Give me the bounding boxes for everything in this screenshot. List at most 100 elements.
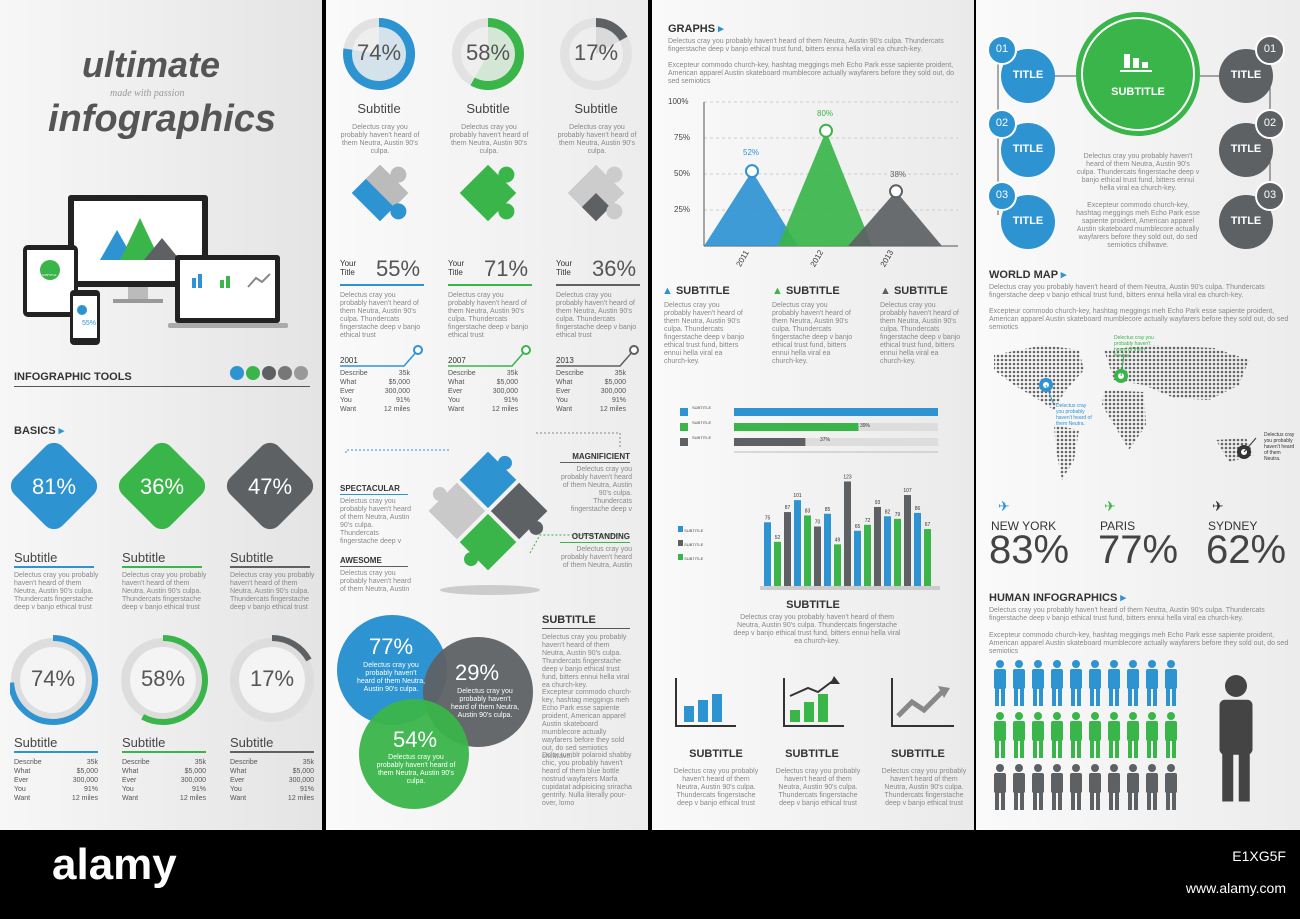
stat-rule-1 <box>340 284 424 286</box>
subtitle-4: Subtitle <box>14 735 58 750</box>
person-icon <box>1013 660 1025 706</box>
title-ultimate: ultimate <box>82 44 221 85</box>
pie-charts <box>343 17 632 91</box>
rule-blue-2 <box>14 751 98 753</box>
bar-mark <box>884 516 891 586</box>
peak-marks <box>704 123 942 246</box>
hbar-label-1: SUBTITLE <box>692 405 712 410</box>
center-subtitle: SUBTITLE <box>1111 86 1165 98</box>
col-lorem-3: Delectus cray you probably haven't heard… <box>880 302 961 365</box>
person-icon <box>1165 660 1177 706</box>
stat-rule-2 <box>448 284 532 286</box>
year-1: 2001 <box>340 356 358 365</box>
your-title-3: Your Title <box>556 259 573 277</box>
hbar-track <box>734 438 938 446</box>
subtitle-6: Subtitle <box>230 735 274 750</box>
col-heading-3: ▲ SUBTITLE <box>880 285 948 297</box>
col-lorem-2: Delectus cray you probably haven't heard… <box>772 302 853 365</box>
human-heading: HUMAN INFOGRAPHICS ▸ <box>989 592 1126 604</box>
person-icon <box>1146 764 1158 810</box>
rule-green-2 <box>122 751 206 753</box>
pie-pct-2: 58% <box>465 40 511 65</box>
stats-table-1: Describe 35k What $5,000 Ever 300,000 You 91… <box>14 759 98 802</box>
side-subtitle: SUBTITLE <box>542 614 596 626</box>
peak-chart <box>703 101 958 247</box>
graphs-intro-1: Delectus cray you probably haven't heard… <box>668 38 944 53</box>
person-icon <box>1051 660 1063 706</box>
device-pct: 55% <box>82 320 97 327</box>
diamond-pct-3: 47% <box>247 474 293 499</box>
lorem-1: Delectus cray you probably haven't heard… <box>14 572 99 611</box>
hbar-fill <box>734 408 938 416</box>
lorem-3: Delectus cray you probably haven't heard… <box>230 572 315 611</box>
bar-mark <box>794 500 801 586</box>
map-note-sydney: Delectus cray you probably haven't heard… <box>1264 432 1295 462</box>
hbar-fill <box>734 438 806 446</box>
venn-lorem-1: Delectus cray you probably haven't heard… <box>356 662 426 693</box>
subtitle-1: Subtitle <box>14 550 58 565</box>
peak-mark <box>848 191 942 246</box>
bar-mark <box>924 529 931 586</box>
person-icon <box>1070 712 1082 758</box>
bar-mark <box>844 481 851 586</box>
venn-lorem-3: Delectus cray you probably haven't heard… <box>376 754 456 785</box>
panel-basics: ultimate made with passion infographics … <box>0 0 322 830</box>
title-left-1: TITLE <box>1012 69 1044 81</box>
person-icon <box>1146 660 1158 706</box>
pie-pct-3: 17% <box>573 40 619 65</box>
rule-awesome <box>340 566 408 567</box>
side-text-2: Excepteur commodo church-key, hashtag me… <box>542 689 632 760</box>
hbar-value-2: 39% <box>860 423 871 429</box>
venn-pct-3: 54% <box>392 727 438 752</box>
alamy-url: www.alamy.com <box>1185 880 1286 896</box>
hbar-swatch <box>680 423 688 431</box>
city-name-1: NEW YORK <box>991 519 1057 533</box>
bar-mark <box>894 518 901 586</box>
bar-mark <box>854 530 861 586</box>
icon-subtitle-1: SUBTITLE <box>689 748 743 760</box>
map-text-1: Delectus cray you probably haven't heard… <box>989 284 1265 299</box>
graphs-intro-2: Excepteur commodo church-key, hashtag me… <box>668 62 954 85</box>
bar-mark <box>914 512 921 586</box>
your-title-1: Your Title <box>340 259 357 277</box>
bar-mark <box>804 515 811 586</box>
person-icon <box>994 712 1006 758</box>
person-icon <box>1108 660 1120 706</box>
person-icon <box>1127 764 1139 810</box>
lorem-awesome: Delectus cray you probably haven't heard… <box>340 570 411 593</box>
person-icon <box>1108 712 1120 758</box>
bar-value-label: 101 <box>793 493 802 499</box>
basics-heading: BASICS ▸ <box>14 425 65 437</box>
bar-value-label: 123 <box>843 474 852 480</box>
title-left-2: TITLE <box>1012 143 1044 155</box>
bar-value-label: 75 <box>765 515 771 521</box>
bar-lorem: Delectus cray you probably haven't heard… <box>733 614 901 645</box>
bar-mark <box>814 526 821 586</box>
ring-charts <box>10 635 317 725</box>
hbar-label-2: SUBTITLE <box>692 420 712 425</box>
graphs-heading: GRAPHS ▸ <box>668 23 724 35</box>
icon-graphs <box>675 676 954 727</box>
year-3: 2013 <box>556 356 574 365</box>
year-connectors <box>340 345 639 367</box>
ytick-75: 75% <box>674 133 691 142</box>
title-right-2: TITLE <box>1230 143 1262 155</box>
bar-mark <box>784 512 791 586</box>
peak-label-3: 38% <box>890 170 907 179</box>
bar-value-label: 82 <box>885 509 891 515</box>
bar-value-label: 72 <box>865 518 871 524</box>
stat-pct-1: 55% <box>376 256 421 281</box>
person-icon <box>994 660 1006 706</box>
world-map <box>994 345 1257 480</box>
bar-legend-1: SUBTITLE <box>678 526 703 533</box>
person-icon <box>1032 712 1044 758</box>
map-text-2: Excepteur commodo church-key, hashtag me… <box>989 308 1289 331</box>
stat-lorem-3: Delectus cray you probably haven't heard… <box>556 292 637 339</box>
stat-lorem-2: Delectus cray you probably haven't heard… <box>448 292 529 339</box>
pie-pct-1: 74% <box>356 40 402 65</box>
panel-puzzle: 74% 58% 17% Subtitle Subtitle Subtitle D… <box>326 0 648 830</box>
hbar-swatch <box>680 438 688 446</box>
person-icon <box>1013 764 1025 810</box>
peak-dot <box>889 184 903 199</box>
human-text-2: Excepteur commodo church-key, hashtag me… <box>989 632 1289 655</box>
